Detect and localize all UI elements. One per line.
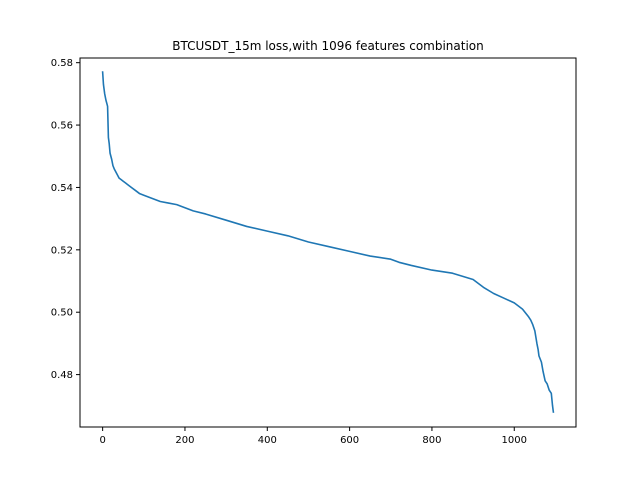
y-tick-label: 0.48 <box>51 370 73 381</box>
x-tick-label: 1000 <box>502 435 527 446</box>
y-tick-label: 0.50 <box>51 308 73 319</box>
axes-frame <box>79 57 577 428</box>
x-tick-label: 0 <box>99 435 105 446</box>
x-axis: 0 200 400 600 800 1000 <box>99 427 527 446</box>
chart-title: BTCUSDT_15m loss,with 1096 features comb… <box>172 39 484 53</box>
y-tick-label: 0.54 <box>51 183 73 194</box>
plot-area <box>101 71 555 413</box>
y-tick-label: 0.56 <box>51 121 73 132</box>
x-tick-label: 400 <box>258 435 277 446</box>
x-tick-label: 200 <box>175 435 194 446</box>
y-tick-label: 0.58 <box>51 58 73 69</box>
series-line-0 <box>101 71 555 413</box>
x-tick-label: 600 <box>340 435 359 446</box>
y-axis: 0.48 0.50 0.52 0.54 0.56 0.58 <box>51 58 80 381</box>
x-tick-label: 800 <box>422 435 441 446</box>
y-tick-label: 0.52 <box>51 245 73 256</box>
